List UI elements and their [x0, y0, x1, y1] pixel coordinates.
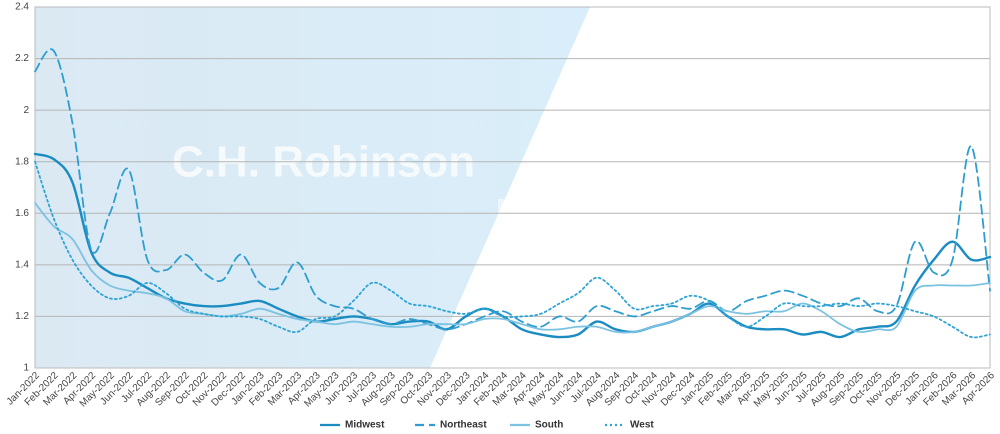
y-tick-label: 1.2 [15, 311, 29, 322]
legend-item: South [510, 420, 563, 431]
legend-label: West [630, 420, 654, 431]
y-tick-label: 2.2 [15, 53, 29, 64]
series-line [34, 48, 991, 331]
legend-label: Midwest [345, 420, 385, 431]
plot-border [34, 6, 991, 369]
y-tick-label: 1.8 [15, 156, 29, 167]
y-tick-label: 2 [23, 105, 29, 116]
y-tick-label: 1.6 [15, 208, 29, 219]
series-line [34, 160, 991, 339]
y-tick-label: 1.4 [15, 259, 29, 270]
watermark-band [35, 7, 590, 368]
watermark-text: Edge [490, 174, 783, 308]
series-line [33, 152, 992, 339]
series-line [34, 202, 991, 334]
y-tick-label: 2.4 [15, 2, 29, 13]
y-tick-label: 1 [23, 363, 29, 374]
legend-label: Northeast [440, 420, 487, 431]
legend-item: West [605, 420, 654, 431]
legend-label: South [535, 420, 563, 431]
legend-item: Midwest [320, 420, 385, 431]
legend-item: Northeast [415, 420, 487, 431]
